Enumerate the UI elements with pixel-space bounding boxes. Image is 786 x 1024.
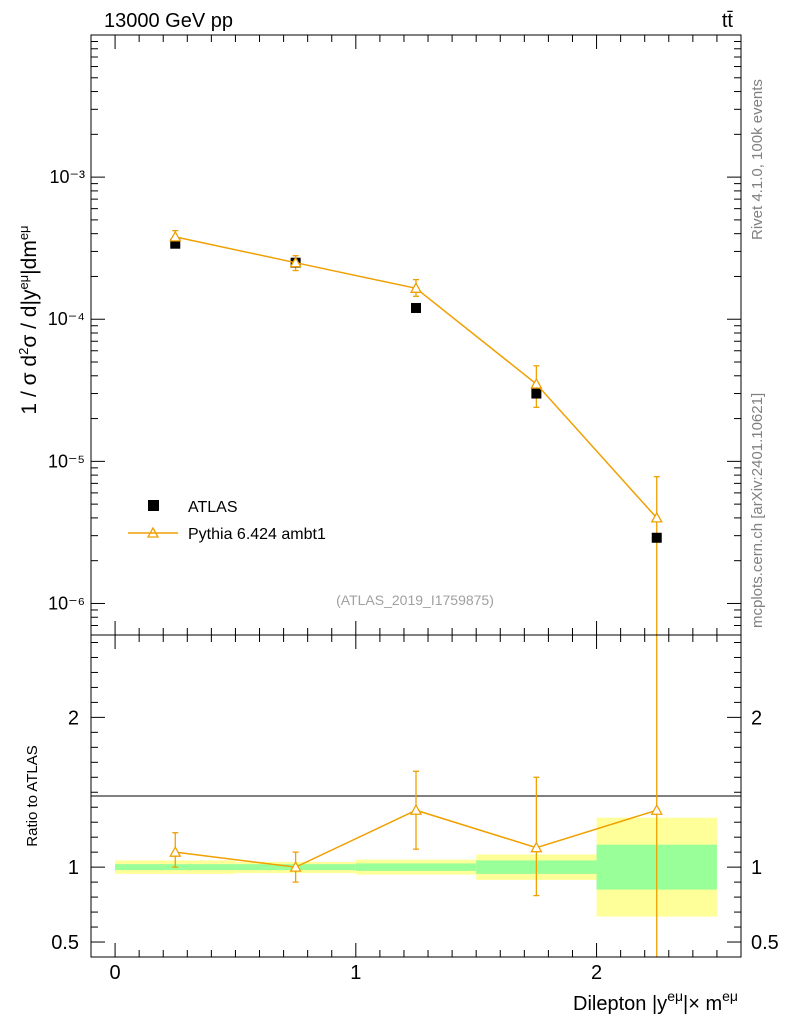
ratio-panel: 0.5 0.5 1 1 2 2 0 1 2 Ratio to ATLAS Dilepton |y… [24,634,779,1015]
pythia-point [409,281,423,293]
main-ytick-label: 10⁻⁶ [48,593,85,613]
legend: ATLAS Pythia 6.424 ambt1 [128,499,326,543]
ratio-point [169,845,182,857]
ratio-ytick-label-right: 1 [751,857,762,879]
main-ytick-label: 10⁻⁵ [48,451,85,471]
main-ylabel: 1 / σ d2σ / d|yeμ|dmeμ [16,225,41,414]
atlas-point [411,302,421,313]
ratio-band-green [355,863,477,871]
ratio-ytick-label-left: 0.5 [51,932,79,954]
ratio-ytick-label-left: 1 [68,857,79,879]
ratio-point [530,841,543,853]
atlas-point [651,532,662,543]
pythia-point [650,511,663,523]
header-process: tt̄ [722,10,734,32]
ratio-point [289,860,302,872]
pythia-point [169,230,182,242]
legend-atlas-marker [148,500,159,511]
legend-pythia-label: Pythia 6.424 ambt1 [188,526,326,543]
pythia-point [289,256,302,268]
legend-atlas-label: ATLAS [188,499,238,516]
main-panel: 10⁻⁶10⁻⁵10⁻⁴10⁻³ 1 / σ d2σ / d|yeμ|dmeμ … [16,34,742,636]
atlas-point [170,238,181,249]
legend-pythia-marker [146,526,160,538]
header-energy: 13000 GeV pp [104,10,233,32]
ratio-point [650,803,663,815]
ratio-ylabel: Ratio to ATLAS [24,745,41,846]
ratio-ytick-label-right: 0.5 [751,932,779,954]
ratio-xtick-label: 0 [110,962,121,984]
side-label-mcplots: mcplots.cern.ch [arXiv:2401.10621] [749,393,766,628]
pythia-point [530,377,543,389]
side-label-rivet: Rivet 4.1.0, 100k events [749,79,766,240]
ratio-ytick-label-right: 2 [751,707,762,729]
ratio-frame [90,634,742,958]
atlas-point [531,388,542,399]
ratio-xlabel: Dilepton |yeμ|× meμ [573,988,738,1015]
ratio-ytick-label-left: 2 [68,707,79,729]
main-ytick-label: 10⁻³ [49,167,85,187]
main-frame [90,34,742,636]
main-annotation: (ATLAS_2019_I1759875) [336,592,494,608]
ratio-xtick-label: 2 [591,962,602,984]
ratio-xtick-label: 1 [350,962,361,984]
main-ytick-label: 10⁻⁴ [48,309,85,329]
ratio-point [409,803,423,815]
